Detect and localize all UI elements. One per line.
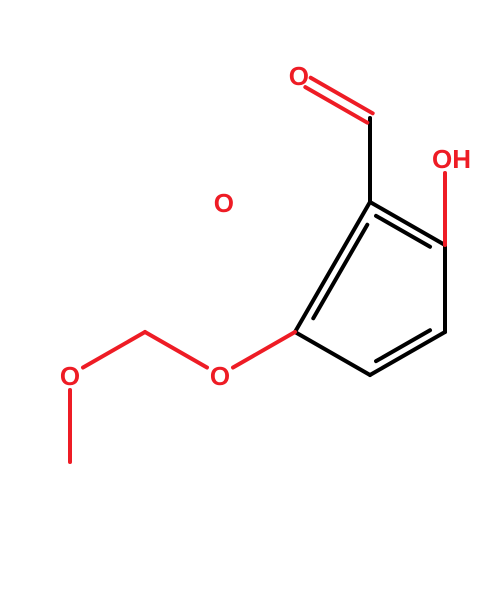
bond-C8-O8 [83, 332, 145, 368]
atom-label-O3: O [289, 61, 309, 91]
bond-C7-C2-inner [313, 225, 367, 319]
atom-label-O9: O [214, 188, 234, 218]
bond-C2-C4-outer [370, 202, 445, 245]
bond-O7-C8 [145, 332, 207, 368]
atom-label-O8: O [60, 361, 80, 391]
atom-label-O7: O [210, 361, 230, 391]
bond-C5-C6-outer [370, 332, 445, 375]
bond-C6-C7 [295, 332, 370, 375]
bond-C7-C2-outer [295, 202, 370, 332]
molecule-diagram: O O O O OH [0, 0, 500, 600]
atom-label-OH: OH [432, 144, 471, 174]
bond-C7-O7 [233, 332, 295, 368]
